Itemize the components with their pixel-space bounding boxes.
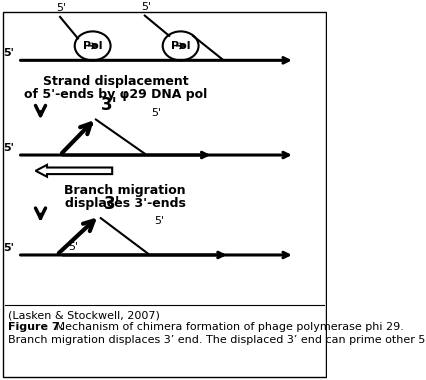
Text: 5': 5': [155, 216, 165, 226]
Text: 5': 5': [3, 143, 14, 153]
Text: 5': 5': [141, 2, 152, 12]
Text: 3': 3': [101, 96, 118, 114]
Text: Figure 7.: Figure 7.: [8, 322, 64, 332]
Text: 5': 5': [57, 3, 67, 13]
Text: Pol: Pol: [83, 41, 102, 51]
Text: Strand displacement: Strand displacement: [43, 75, 188, 88]
Text: 5': 5': [151, 108, 161, 118]
Text: Mechanism of chimera formation of phage polymerase phi 29.: Mechanism of chimera formation of phage …: [52, 322, 404, 332]
Text: Branch migration: Branch migration: [64, 184, 186, 197]
Text: 3': 3': [104, 195, 121, 213]
Text: 5': 5': [68, 242, 78, 252]
Text: displaces 3'-ends: displaces 3'-ends: [65, 197, 186, 210]
FancyArrow shape: [36, 165, 112, 177]
Text: 5': 5': [3, 243, 14, 253]
Text: Branch migration displaces 3’ end. The displaced 3’ end can prime other 5’: Branch migration displaces 3’ end. The d…: [8, 335, 426, 345]
Text: 5': 5': [84, 123, 94, 133]
Text: Pol: Pol: [171, 41, 190, 51]
Text: 5': 5': [3, 48, 14, 58]
Text: of 5'-ends by φ29 DNA pol: of 5'-ends by φ29 DNA pol: [24, 88, 207, 101]
Text: (Lasken & Stockwell, 2007): (Lasken & Stockwell, 2007): [8, 310, 160, 320]
